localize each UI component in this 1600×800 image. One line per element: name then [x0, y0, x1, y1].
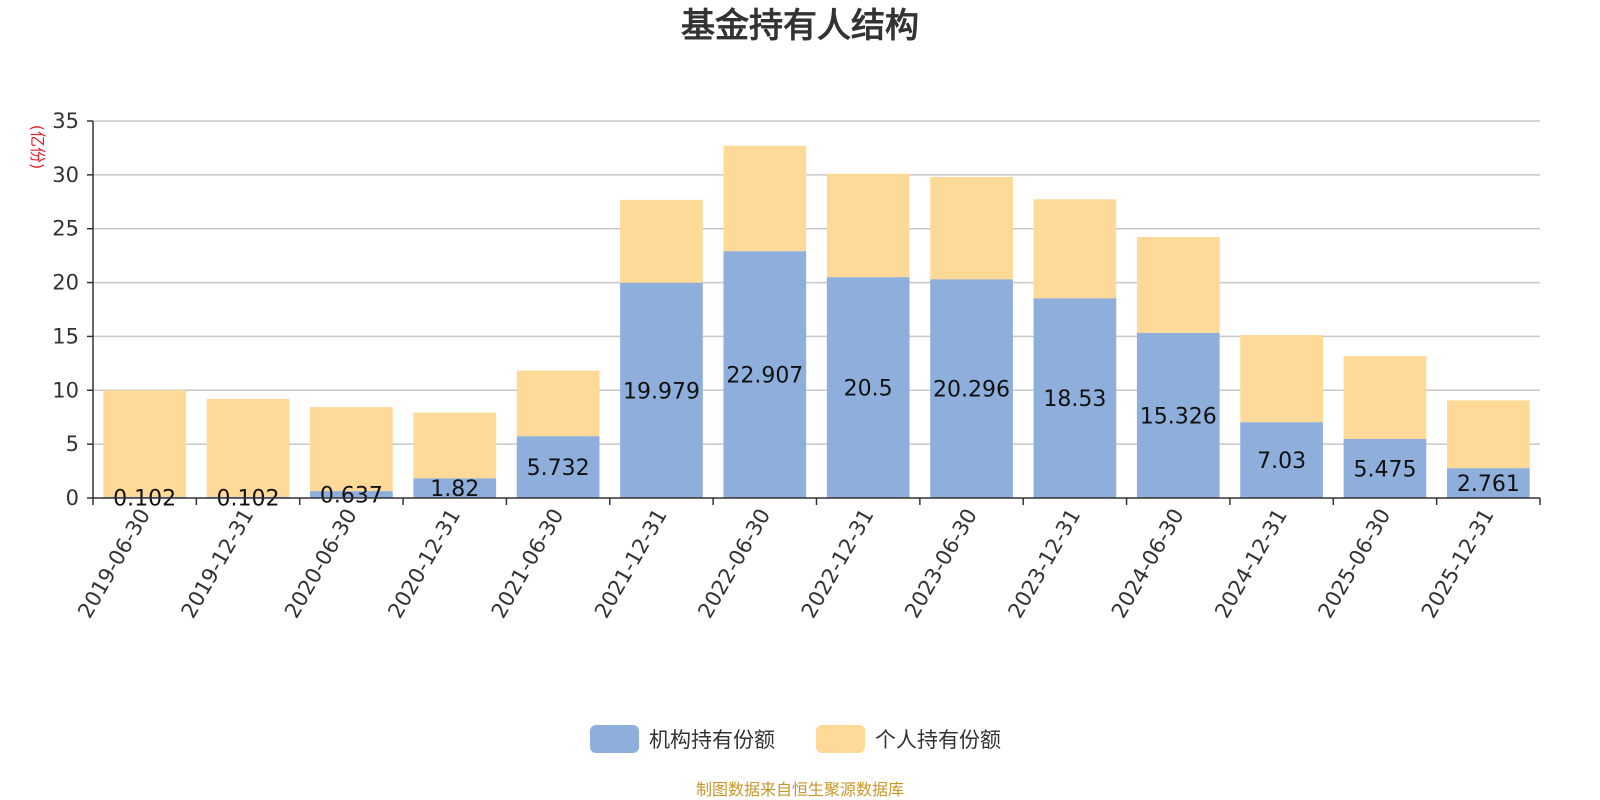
legend-swatch	[590, 725, 639, 753]
legend: 机构持有份额 个人持有份额	[590, 725, 1001, 753]
y-tick-label: 25	[52, 217, 79, 241]
data-label: 18.53	[1043, 387, 1106, 412]
bar-personal	[620, 199, 703, 283]
bar-personal	[930, 177, 1013, 280]
x-tick-label: 2019-06-30	[73, 505, 155, 623]
bar-institutional	[1240, 422, 1323, 498]
data-label: 0.637	[320, 484, 383, 509]
bar-institutional	[930, 279, 1013, 498]
data-label: 2.761	[1457, 472, 1520, 497]
data-label: 0.102	[113, 486, 176, 511]
data-label: 7.03	[1257, 449, 1306, 474]
x-tick-label: 2020-12-31	[383, 505, 465, 623]
bar-institutional	[310, 491, 393, 498]
bar-personal	[310, 407, 393, 492]
bar-personal	[1136, 237, 1220, 333]
bar-institutional	[1136, 332, 1220, 498]
bar-institutional	[1446, 468, 1530, 498]
data-label: 5.732	[527, 456, 590, 481]
bar-institutional	[723, 251, 807, 498]
x-tick-label: 2024-06-30	[1107, 505, 1189, 623]
y-tick-label: 15	[52, 324, 79, 348]
bars	[103, 145, 1530, 498]
x-tick-label: 2021-06-30	[487, 505, 569, 623]
x-tick-label: 2023-12-31	[1003, 505, 1085, 623]
gridlines	[93, 120, 1540, 445]
bar-personal	[826, 173, 910, 278]
x-tick-label: 2019-12-31	[177, 505, 259, 623]
x-tick-label: 2021-12-31	[590, 505, 672, 623]
bar-institutional	[620, 282, 703, 498]
y-tick-label: 5	[66, 432, 79, 456]
y-tick-label: 20	[52, 271, 79, 295]
data-label: 22.907	[726, 364, 803, 389]
y-axis-label: (亿份)	[28, 125, 47, 170]
legend-label: 个人持有份额	[875, 728, 1001, 752]
legend-label: 机构持有份额	[649, 728, 775, 752]
legend-swatch	[816, 725, 865, 753]
bar-personal	[1033, 199, 1117, 299]
y-tick-label: 10	[52, 378, 79, 402]
data-label: 0.102	[217, 486, 280, 511]
bar-personal	[1240, 335, 1323, 423]
bar-institutional	[516, 436, 600, 498]
bar-personal	[413, 412, 497, 479]
data-label: 5.475	[1353, 458, 1416, 483]
y-tick-label: 35	[52, 109, 79, 133]
x-tick-label: 2023-06-30	[900, 504, 982, 622]
bar-personal	[516, 370, 600, 437]
bar-personal	[103, 390, 187, 497]
x-tick-label: 2022-12-31	[797, 505, 879, 623]
chart-title: 基金持有人结构	[681, 6, 919, 46]
y-tick-label: 30	[52, 163, 79, 187]
data-label: 15.326	[1140, 404, 1217, 429]
bar-institutional	[413, 478, 497, 498]
data-label: 19.979	[623, 379, 700, 404]
x-tick-label: 2022-06-30	[693, 505, 775, 623]
bar-personal	[723, 145, 807, 252]
data-label: 20.296	[933, 378, 1010, 403]
bar-personal	[206, 398, 290, 497]
y-tick-label: 0	[66, 486, 79, 510]
x-tick-label: 2020-06-30	[280, 505, 362, 623]
bar-institutional	[1033, 298, 1117, 498]
x-tick-label: 2025-12-31	[1417, 505, 1499, 623]
x-tick-label: 2024-12-31	[1210, 505, 1292, 623]
bar-institutional	[1343, 439, 1427, 498]
bar-institutional	[826, 277, 910, 498]
bar-personal	[1343, 356, 1427, 440]
bar-personal	[1446, 400, 1530, 469]
data-label: 20.5	[844, 377, 893, 402]
x-tick-label: 2025-06-30	[1313, 505, 1395, 623]
source-note: 制图数据来自恒生聚源数据库	[696, 780, 904, 799]
